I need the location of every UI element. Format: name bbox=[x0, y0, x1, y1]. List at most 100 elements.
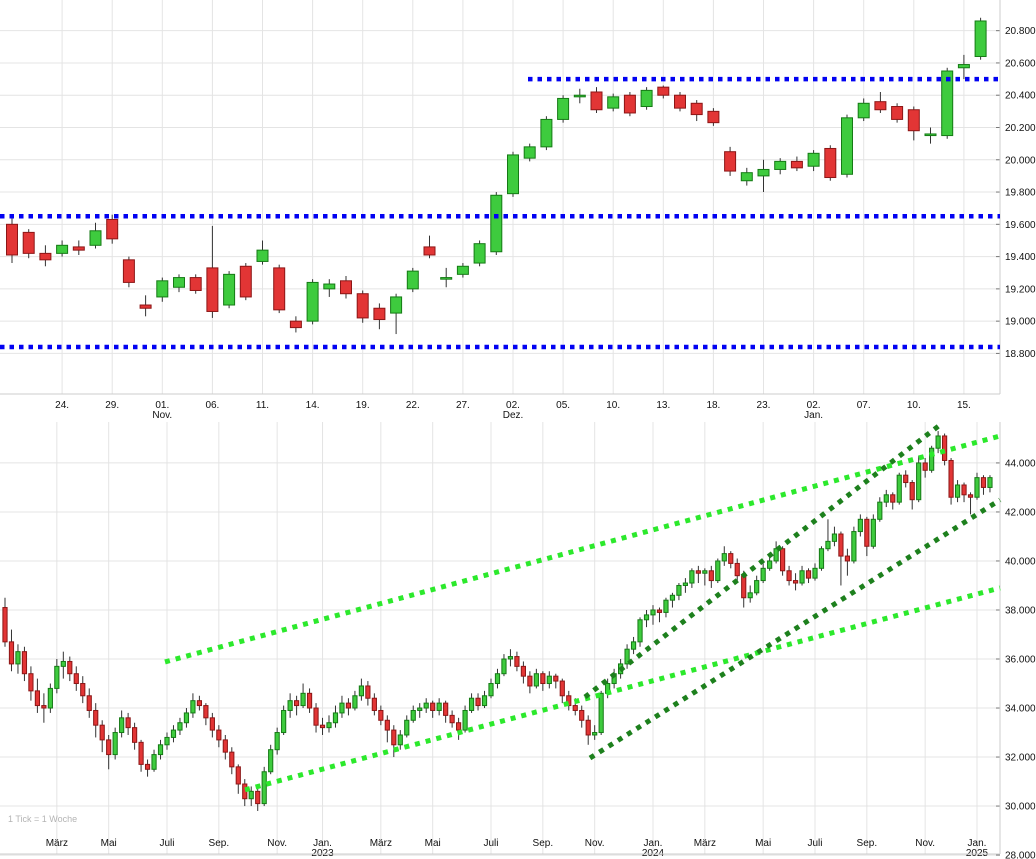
candle-bearish bbox=[229, 751, 235, 768]
candle-bullish bbox=[760, 567, 766, 582]
candle-bullish bbox=[807, 152, 820, 167]
candle-bearish bbox=[559, 680, 565, 697]
candle-bearish bbox=[728, 553, 734, 564]
date-axis-label: 01. bbox=[155, 400, 169, 411]
candle-bearish bbox=[67, 660, 73, 675]
price-axis-label: 34.000 bbox=[1005, 704, 1036, 715]
candle-bullish bbox=[941, 70, 954, 137]
candle-bearish bbox=[443, 702, 449, 716]
candle-bullish bbox=[929, 447, 935, 471]
candle-bullish bbox=[851, 531, 857, 562]
candle-bullish bbox=[757, 168, 770, 177]
candle-bearish bbox=[86, 695, 92, 711]
candle-bearish bbox=[824, 147, 837, 179]
candle-bearish bbox=[449, 714, 455, 724]
candle-bearish bbox=[690, 102, 703, 116]
price-axis-label: 18.800 bbox=[1005, 349, 1036, 360]
price-axis-label: 19.800 bbox=[1005, 188, 1036, 199]
candle-bullish bbox=[256, 249, 269, 262]
candle-bearish bbox=[907, 109, 920, 132]
candle-bearish bbox=[967, 494, 974, 498]
candle-bearish bbox=[741, 575, 747, 599]
price-axis-label: 19.000 bbox=[1005, 317, 1036, 328]
candle-bearish bbox=[216, 729, 222, 741]
candle-bearish bbox=[909, 482, 915, 501]
candle-bearish bbox=[313, 707, 319, 726]
date-axis-label: 13. bbox=[656, 400, 670, 411]
date-axis-label: Nov. bbox=[267, 838, 287, 849]
candle-bullish bbox=[663, 599, 669, 613]
candle-bullish bbox=[870, 518, 876, 547]
candle-bullish bbox=[974, 477, 980, 498]
candle-bullish bbox=[300, 692, 306, 707]
candle-bearish bbox=[122, 259, 135, 283]
candle-bullish bbox=[436, 702, 442, 711]
date-axis-label: 18. bbox=[706, 400, 720, 411]
date-axis-label: Juli bbox=[159, 838, 174, 849]
candle-bearish bbox=[239, 265, 252, 298]
price-axis-label: 20.800 bbox=[1005, 26, 1036, 37]
candle-bullish bbox=[924, 133, 937, 137]
date-axis-label: Sep. bbox=[533, 838, 554, 849]
candle-bullish bbox=[54, 665, 60, 689]
date-axis-label: Juli bbox=[807, 838, 822, 849]
candle-bearish bbox=[514, 656, 520, 667]
candle-bearish bbox=[138, 741, 144, 765]
candle-bullish bbox=[740, 172, 753, 182]
candle-bearish bbox=[132, 727, 138, 743]
candle-bearish bbox=[371, 697, 377, 711]
candle-bullish bbox=[261, 771, 267, 805]
candle-bearish bbox=[255, 790, 261, 805]
candle-bearish bbox=[734, 562, 740, 577]
trend-channel-light-lower bbox=[244, 585, 1001, 793]
candle-bullish bbox=[156, 280, 169, 298]
trend-channel-dark-lower bbox=[588, 497, 1002, 761]
candle-bullish bbox=[481, 695, 488, 707]
date-axis-label: März bbox=[694, 838, 716, 849]
date-axis-label: 19. bbox=[356, 400, 370, 411]
candle-bearish bbox=[206, 267, 219, 312]
candle-bullish bbox=[607, 96, 620, 109]
candle-bearish bbox=[125, 717, 131, 729]
candle-bullish bbox=[60, 660, 66, 667]
candle-bullish bbox=[754, 580, 760, 594]
candle-bearish bbox=[553, 675, 559, 682]
candle-bullish bbox=[119, 717, 125, 734]
candle-bearish bbox=[527, 675, 533, 687]
candle-bearish bbox=[456, 722, 462, 731]
candle-bearish bbox=[196, 700, 203, 707]
candle-bullish bbox=[573, 94, 586, 98]
candle-bullish bbox=[473, 243, 486, 264]
trend-channel-dark-upper bbox=[583, 422, 942, 699]
candle-bullish bbox=[151, 754, 157, 770]
candle-bullish bbox=[624, 648, 630, 665]
candle-bullish bbox=[406, 270, 419, 290]
trend-channel-light-upper bbox=[164, 433, 1001, 665]
candle-bullish bbox=[173, 277, 185, 288]
candle-bearish bbox=[2, 607, 8, 643]
candle-bullish bbox=[488, 683, 494, 697]
candle-bearish bbox=[780, 548, 786, 572]
candle-bearish bbox=[430, 702, 436, 711]
date-axis-label: 10. bbox=[907, 400, 921, 411]
candle-bearish bbox=[942, 435, 948, 461]
candle-bearish bbox=[235, 766, 241, 785]
candle-bearish bbox=[365, 685, 371, 699]
candle-bearish bbox=[707, 110, 720, 124]
candle-bullish bbox=[883, 494, 889, 503]
candle-bearish bbox=[391, 729, 397, 746]
candle-bearish bbox=[41, 705, 47, 709]
candle-bearish bbox=[73, 673, 79, 685]
candle-bearish bbox=[139, 304, 152, 309]
price-axis-label: 32.000 bbox=[1005, 753, 1036, 764]
price-axis-label: 44.000 bbox=[1005, 458, 1036, 469]
price-axis-label: 40.000 bbox=[1005, 556, 1036, 567]
candle-bearish bbox=[805, 570, 812, 579]
date-axis-label: Jan. bbox=[313, 838, 332, 849]
date-axis-label: 15. bbox=[957, 400, 971, 411]
tick-scale-note: 1 Tick = 1 Woche bbox=[8, 814, 78, 824]
candle-bullish bbox=[410, 709, 416, 721]
date-axis-label: 07. bbox=[857, 400, 871, 411]
candle-bullish bbox=[669, 594, 676, 601]
candle-bearish bbox=[209, 717, 215, 731]
